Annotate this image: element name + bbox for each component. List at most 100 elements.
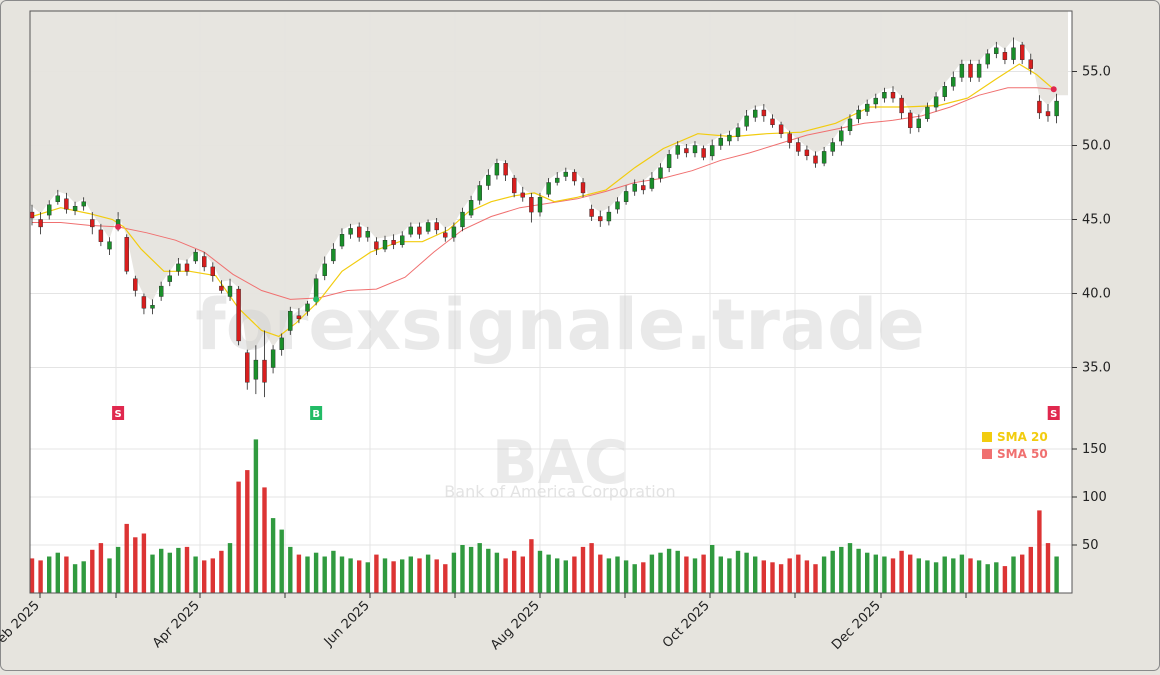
volume-bar-down	[1045, 543, 1051, 593]
signal-label: B	[312, 409, 320, 420]
candle-body-up	[718, 137, 723, 146]
legend-swatch-sma50	[982, 449, 992, 459]
candle-body-up	[176, 263, 181, 272]
candle-body-down	[443, 232, 448, 238]
candle-body-up	[563, 171, 568, 177]
candle-body-up	[994, 47, 999, 54]
candle-body-up	[348, 228, 353, 235]
volume-tick-label: 100	[1082, 490, 1107, 505]
volume-bar-up	[55, 552, 60, 593]
candle-body-down	[899, 97, 904, 114]
volume-bar-down	[202, 560, 207, 593]
volume-bar-up	[365, 562, 370, 593]
candle-body-up	[72, 205, 78, 211]
candle-body-up	[856, 109, 861, 120]
volume-bar-up	[400, 559, 405, 593]
volume-bar-up	[159, 548, 164, 593]
volume-bar-down	[520, 556, 525, 593]
volume-bar-up	[865, 552, 870, 593]
candle-body-down	[572, 171, 577, 182]
volume-bar-up	[253, 439, 259, 593]
volume-bar-up	[486, 548, 491, 593]
candle-body-up	[916, 118, 921, 129]
candle-body-up	[615, 201, 620, 210]
volume-bar-down	[1002, 566, 1008, 593]
price-tick-label: 35.0	[1082, 361, 1111, 376]
candle-body-down	[1045, 111, 1051, 117]
volume-bar-up	[994, 562, 999, 593]
candle-body-up	[839, 130, 844, 142]
volume-bar-down	[184, 546, 190, 593]
candle-body-down	[684, 148, 689, 154]
candle-body-up	[107, 241, 112, 250]
candle-body-down	[503, 163, 508, 176]
signal-label: S	[114, 409, 121, 420]
volume-bar-up	[477, 543, 482, 593]
volume-bar-down	[434, 559, 439, 593]
candle-body-down	[890, 91, 896, 99]
volume-bar-down	[1028, 546, 1033, 593]
volume-bar-down	[357, 560, 362, 593]
candle-body-up	[623, 191, 629, 202]
volume-bar-down	[64, 556, 69, 593]
candle-body-down	[598, 216, 603, 222]
candle-body-up	[150, 305, 155, 309]
volume-bar-up	[821, 556, 827, 593]
legend-label-sma20: SMA 20	[997, 430, 1048, 444]
candle-body-up	[400, 235, 405, 245]
volume-bar-down	[29, 558, 35, 593]
volume-bar-up	[468, 546, 474, 593]
volume-bar-down	[124, 523, 129, 593]
volume-bar-up	[735, 550, 741, 593]
volume-bar-up	[81, 561, 86, 593]
candle-body-down	[520, 192, 525, 198]
volume-bar-up	[1054, 556, 1059, 593]
volume-bar-down	[787, 558, 792, 593]
candle-body-up	[167, 275, 173, 282]
volume-bar-up	[985, 564, 990, 593]
candle-body-down	[98, 229, 104, 242]
candle-body-up	[408, 226, 413, 235]
volume-bar-up	[951, 558, 956, 593]
candle-body-up	[331, 248, 336, 262]
candle-body-up	[727, 134, 732, 142]
sell-signal-marker	[112, 406, 125, 420]
candle-body-down	[529, 197, 534, 213]
candle-body-up	[1011, 47, 1016, 60]
volume-bar-up	[167, 552, 172, 593]
candle-body-up	[305, 303, 310, 312]
volume-bars	[29, 439, 1059, 593]
candle-body-up	[933, 96, 939, 108]
volume-bar-up	[47, 556, 52, 593]
plot-border	[29, 10, 1073, 594]
candle-body-up	[675, 145, 680, 155]
candle-body-up	[1054, 100, 1059, 117]
candle-body-up	[882, 91, 887, 99]
candle-body-up	[468, 200, 474, 216]
candle-body-down	[968, 63, 973, 78]
candle-body-down	[141, 296, 147, 309]
volume-bar-down	[245, 470, 250, 593]
volume-bar-up	[856, 548, 861, 593]
volume-bar-down	[813, 564, 818, 593]
candle-body-down	[1028, 59, 1034, 69]
candle-body-up	[477, 185, 482, 201]
candle-body-down	[796, 142, 801, 152]
volume-bar-down	[761, 560, 766, 593]
volume-bar-down	[968, 558, 973, 593]
candle-body-up	[253, 359, 259, 380]
volume-bar-down	[141, 533, 147, 593]
volume-bar-up	[666, 548, 672, 593]
candle-body-down	[770, 118, 775, 126]
volume-bar-up	[305, 556, 310, 593]
volume-bar-up	[288, 546, 293, 593]
volume-bar-up	[563, 560, 568, 593]
volume-bar-down	[804, 560, 810, 593]
candle-body-up	[753, 109, 758, 118]
candle-body-up	[537, 197, 543, 213]
volume-bar-down	[580, 546, 586, 593]
volume-bar-up	[623, 560, 629, 593]
candle-body-down	[262, 359, 267, 383]
candle-body-up	[865, 103, 870, 112]
candle-body-up	[425, 222, 431, 232]
